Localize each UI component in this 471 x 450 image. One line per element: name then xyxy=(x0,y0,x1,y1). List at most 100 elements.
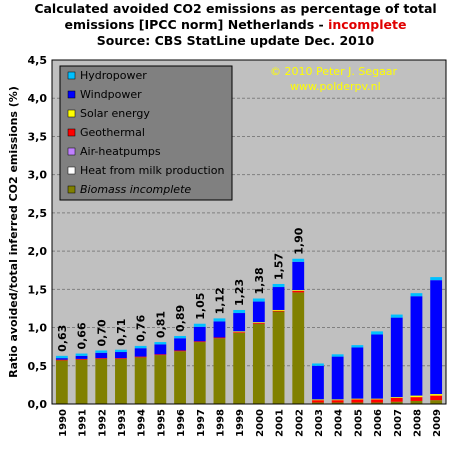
x-tick-label: 1994 xyxy=(137,409,148,437)
bar-segment-biomass-incomplete xyxy=(272,311,285,404)
bar-segment-solar-energy xyxy=(252,322,265,323)
bar-segment-windpower xyxy=(430,280,443,395)
x-tick-label: 2000 xyxy=(255,409,266,437)
bar-segment-geothermal xyxy=(292,290,305,293)
x-tick-label: 1993 xyxy=(117,409,128,437)
bar-segment-solar-energy xyxy=(292,290,305,291)
x-tick-label: 1990 xyxy=(58,409,69,437)
bar-segment-biomass-incomplete xyxy=(134,357,147,404)
bar-segment-hydropower xyxy=(154,342,167,345)
bar-segment-hydropower xyxy=(371,331,383,335)
bar-segment-biomass-incomplete xyxy=(154,355,167,404)
data-label: 1,57 xyxy=(273,253,286,280)
x-tick-label: 2002 xyxy=(294,409,305,437)
y-tick-label: 3,0 xyxy=(28,169,48,182)
x-tick-label: 1999 xyxy=(235,409,246,437)
bar-segment-geothermal xyxy=(55,359,68,361)
bar-segment-geothermal xyxy=(371,399,383,403)
bar-segment-solar-energy xyxy=(272,309,285,311)
bar-segment-geothermal xyxy=(213,337,226,339)
chart-title-line2: emissions [IPCC norm] Netherlands - inco… xyxy=(0,17,471,33)
bar-segment-hydropower xyxy=(213,318,226,322)
legend-label: Heat from milk production xyxy=(80,164,224,177)
legend-label: Windpower xyxy=(80,88,142,101)
credit-line2: www.polderpv.nl xyxy=(290,80,381,93)
legend-swatch xyxy=(67,71,76,80)
bar-segment-geothermal xyxy=(312,400,324,403)
data-labels: 0,63 0,66 0,70 0,71 0,76 0,81 0,89 1,05 1,12 1,23… xyxy=(56,227,305,352)
y-tick-label: 4,0 xyxy=(28,92,48,105)
bar-segment-biomass-incomplete xyxy=(312,402,324,404)
x-tick-label: 1998 xyxy=(215,409,226,437)
bar-segment-windpower xyxy=(55,358,68,360)
bar-segment-windpower xyxy=(351,347,364,399)
bar-segment-hydropower xyxy=(292,258,305,262)
legend-swatch xyxy=(67,128,76,137)
bar-segment-windpower xyxy=(371,334,383,399)
bar-segment-hydropower xyxy=(233,309,246,314)
y-tick-label: 2,0 xyxy=(28,245,48,258)
bar-segment-windpower xyxy=(115,352,127,359)
x-tick-label: 2004 xyxy=(334,409,345,437)
bar-segment-windpower xyxy=(75,355,88,359)
data-label: 1,38 xyxy=(253,267,266,294)
x-tick-label: 2009 xyxy=(432,409,443,437)
bar-segment-hydropower xyxy=(410,293,423,297)
bar-segment-windpower xyxy=(95,352,108,359)
data-label: 0,71 xyxy=(115,319,128,346)
bar-segment-biomass-incomplete xyxy=(75,359,88,404)
data-label: 1,12 xyxy=(213,287,226,314)
legend-box xyxy=(59,65,233,201)
bar-segment-biomass-incomplete xyxy=(371,402,383,404)
x-tick-label: 1992 xyxy=(97,409,108,437)
bar-segment-windpower xyxy=(174,338,186,351)
bar-segment-hydropower xyxy=(390,314,403,318)
bar-segment-hydropower xyxy=(193,323,206,327)
y-tick-label: 3,5 xyxy=(28,130,48,143)
x-tick-label: 2005 xyxy=(353,409,364,437)
data-label: 1,05 xyxy=(194,293,207,320)
bar-segment-biomass-incomplete xyxy=(430,400,443,404)
bar-segment-biomass-incomplete xyxy=(390,401,403,404)
bar-segment-hydropower xyxy=(95,350,108,353)
bar-segment-biomass-incomplete xyxy=(115,358,127,404)
bar-segment-biomass-incomplete xyxy=(233,332,246,404)
legend-swatch xyxy=(67,166,76,175)
bar-segment-geothermal xyxy=(390,397,403,402)
x-tick-label: 2008 xyxy=(412,409,423,437)
bar-segment-geothermal xyxy=(272,310,285,312)
bar-segment-hydropower xyxy=(331,354,344,357)
bar-segment-windpower xyxy=(213,321,226,338)
bar-segment-windpower xyxy=(154,344,167,355)
bar-segment-solar-energy xyxy=(430,394,443,396)
y-tick-label: 1,5 xyxy=(28,283,48,296)
chart-title-prefix: emissions [IPCC norm] Netherlands - xyxy=(64,17,329,32)
bar-segment-solar-energy xyxy=(410,395,423,398)
data-label: 1,23 xyxy=(233,279,246,306)
data-label: 0,76 xyxy=(135,314,148,341)
bar-segment-geothermal xyxy=(154,354,167,356)
bar-segment-geothermal xyxy=(233,332,246,333)
y-tick-label: 1,0 xyxy=(28,322,48,335)
bar-segment-biomass-incomplete xyxy=(174,351,186,404)
bar-segment-hydropower xyxy=(312,363,324,366)
bar-segment-hydropower xyxy=(174,335,186,339)
data-label: 0,63 xyxy=(56,325,69,352)
legend-swatch xyxy=(67,147,76,156)
y-tick-label: 2,5 xyxy=(28,207,48,220)
bar-segment-biomass-incomplete xyxy=(193,342,206,404)
bar-segment-geothermal xyxy=(115,358,127,359)
plot-border xyxy=(51,59,447,405)
bar-segment-biomass-incomplete xyxy=(410,400,423,404)
legend: Hydropower Windpower Solar energy Geotherma… xyxy=(59,65,233,201)
data-label: 0,66 xyxy=(76,322,89,349)
x-tick-label: 1997 xyxy=(196,409,207,437)
y-axis-label: Ratio avoided/total inferred CO2 emissio… xyxy=(7,86,20,378)
bar-segment-geothermal xyxy=(75,358,88,360)
bar-segment-hydropower xyxy=(55,355,68,359)
data-label: 1,90 xyxy=(292,227,305,254)
data-label: 0,70 xyxy=(95,319,108,346)
bar-segment-windpower xyxy=(390,317,403,398)
bar-segment-geothermal xyxy=(252,322,265,324)
